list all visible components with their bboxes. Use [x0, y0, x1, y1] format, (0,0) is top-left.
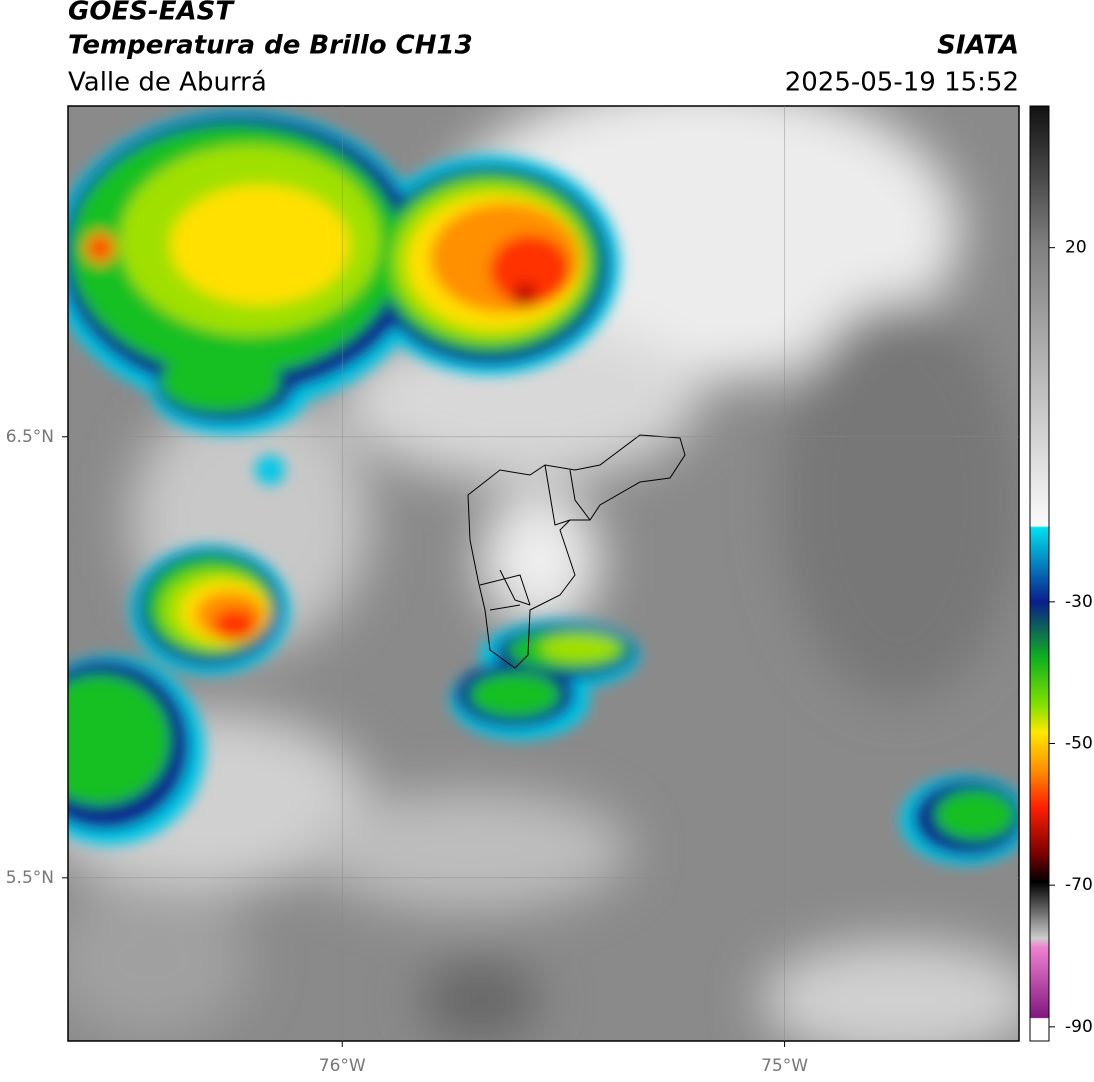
colorbar-tick-label: -50: [1065, 734, 1093, 754]
satellite-image: [68, 106, 1019, 1041]
map-frame: [67, 105, 1020, 1042]
region: Valle de Aburrá: [68, 68, 267, 98]
x-tick-label: 76°W: [319, 1056, 366, 1076]
colorbar: [1029, 105, 1050, 1042]
y-tick-label: 5.5°N: [6, 868, 54, 888]
y-tick-label: 6.5°N: [6, 427, 54, 447]
colorbar-tick-label: -90: [1065, 1017, 1093, 1037]
header-line1: GOES-EAST: [68, 0, 235, 27]
x-tick-label: 75°W: [761, 1056, 808, 1076]
municipal-boundaries: [467, 434, 686, 669]
cloud-tops: [68, 110, 1019, 865]
colorbar-tick-label: 20: [1065, 238, 1087, 258]
source: SIATA: [937, 31, 1019, 61]
datetime: 2025-05-19 15:52: [785, 68, 1019, 98]
colorbar-tick-label: -70: [1065, 875, 1093, 895]
colorbar-tick-label: -30: [1065, 592, 1093, 612]
title: Temperatura de Brillo CH13: [68, 31, 473, 61]
